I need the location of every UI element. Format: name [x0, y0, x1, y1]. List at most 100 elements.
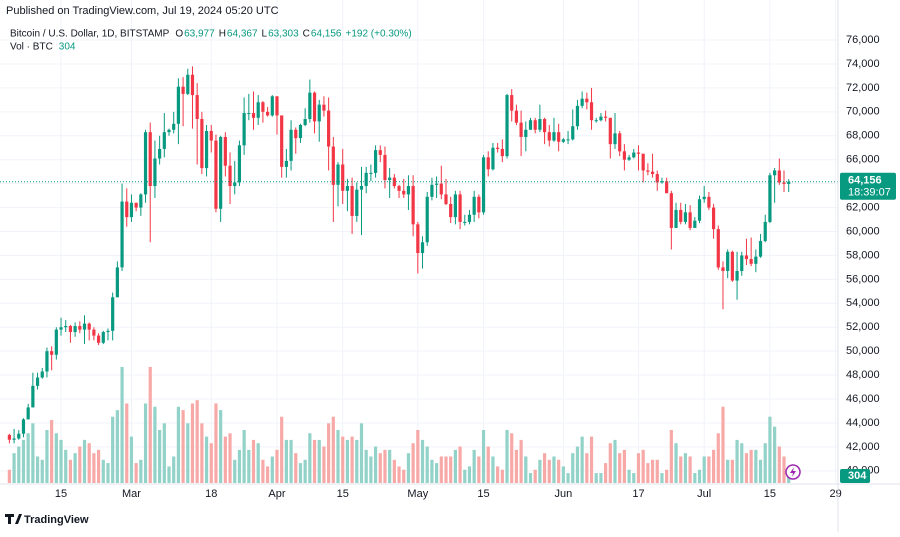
volume-bar	[458, 446, 462, 483]
candle-body	[26, 407, 30, 420]
volume-bar	[514, 449, 519, 483]
labels: 40,00042,00044,00046,00048,00050,00052,0…	[55, 34, 896, 500]
candle-body	[430, 184, 434, 197]
candle-body	[477, 196, 481, 213]
candle-body	[280, 115, 284, 167]
candle-body	[707, 196, 711, 208]
brand-logo	[5, 514, 22, 524]
volume-bar	[435, 463, 439, 483]
candle-body	[453, 194, 457, 218]
volume-bar	[35, 456, 40, 483]
volume-bar	[50, 420, 54, 483]
candle-body	[571, 126, 575, 140]
volume-bar	[186, 423, 190, 483]
volume-bar	[463, 469, 467, 483]
candle-body	[54, 329, 58, 355]
volume-bar	[547, 459, 551, 483]
candle-body	[618, 133, 622, 152]
volume-bar	[120, 367, 124, 483]
volume-bar	[510, 433, 514, 483]
volume-bar	[284, 439, 288, 483]
y-tick-label: 42,000	[846, 441, 880, 453]
y-tick-label: 74,000	[846, 58, 880, 70]
candle-body	[514, 110, 519, 123]
volume-bar	[237, 449, 242, 483]
volume-bar	[604, 463, 608, 483]
volume-bar	[280, 416, 284, 483]
y-tick-label: 48,000	[846, 369, 880, 381]
candle-body	[78, 326, 82, 330]
volume-bar	[294, 453, 298, 483]
y-tick-label: 52,000	[846, 321, 880, 333]
volume-bar	[312, 439, 317, 483]
volume-title: Vol · BTC	[10, 42, 53, 53]
candle-body	[627, 157, 631, 160]
candle-body	[35, 377, 40, 386]
volume-bar	[486, 446, 490, 483]
candle-body	[82, 323, 87, 330]
candle-body	[486, 157, 490, 170]
volume-bar	[331, 416, 335, 483]
candle-body	[68, 326, 73, 333]
candle-body	[730, 251, 734, 281]
x-tick-label: 15	[764, 488, 776, 500]
candle-body	[303, 119, 307, 125]
candle-body	[641, 153, 645, 171]
candle-body	[308, 92, 312, 120]
volume-bar	[275, 449, 279, 483]
x-tick-label: May	[407, 488, 428, 500]
candle-body	[702, 196, 706, 200]
published: Published on TradingView.com, Jul 19, 20…	[6, 5, 279, 17]
volume-bar	[270, 456, 274, 483]
volume-bar	[26, 433, 30, 483]
volume-bar	[322, 446, 326, 483]
y-tick-label: 72,000	[846, 82, 880, 94]
volume-bar	[64, 449, 68, 483]
candle-body	[125, 201, 129, 218]
volume-bar	[420, 439, 425, 483]
volume-bar	[679, 456, 683, 483]
volume-bar	[693, 473, 697, 483]
x-tick-label: 18	[205, 488, 217, 500]
candle-body	[744, 255, 749, 260]
candle-body	[275, 96, 279, 116]
candle-body	[679, 209, 683, 222]
x-tick-label: Jun	[554, 488, 572, 500]
volume-bar	[505, 429, 509, 483]
candle-body	[341, 164, 345, 191]
volume-bar	[68, 459, 73, 483]
legend-value: 64,367	[227, 29, 258, 40]
y-tick-label: 56,000	[846, 273, 880, 285]
volume-bar	[585, 453, 589, 483]
volume-bar	[768, 416, 772, 483]
volume-bar	[777, 446, 781, 483]
x-tick-label: Jul	[697, 488, 711, 500]
volume-bar	[655, 459, 659, 483]
volume-bar	[467, 466, 472, 483]
volume-bar	[430, 459, 434, 483]
candle-body	[327, 110, 331, 147]
candle-body	[665, 181, 669, 194]
candle-body	[406, 186, 411, 195]
volume-bar	[533, 469, 537, 483]
candle-body	[162, 132, 166, 149]
volume-bar	[148, 367, 152, 483]
candle-body	[298, 124, 303, 139]
volume-bar	[707, 456, 711, 483]
volume-bar	[425, 446, 429, 483]
volume-bar	[481, 429, 486, 483]
candle-body	[481, 157, 486, 213]
candle-body	[355, 189, 359, 216]
x-tick-label: 29	[830, 488, 842, 500]
volume-bar	[242, 429, 246, 483]
volume-bar	[711, 449, 716, 483]
candle-body	[331, 146, 335, 185]
volume-bar	[688, 456, 692, 483]
volume-bar	[162, 423, 166, 483]
volume-bar	[683, 453, 688, 483]
volume-bar	[773, 426, 777, 483]
volume-bar	[721, 406, 725, 483]
volume-bar	[327, 423, 331, 483]
volume-bar	[350, 436, 354, 483]
